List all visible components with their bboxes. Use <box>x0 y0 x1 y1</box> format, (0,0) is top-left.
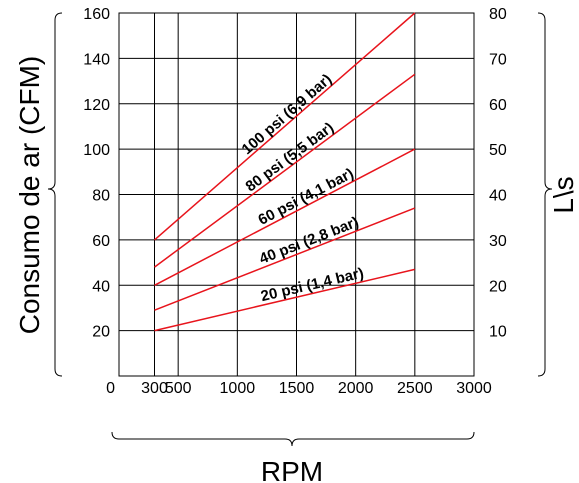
y-tick-label-left: 60 <box>92 233 110 250</box>
x-tick-label: 0 <box>106 380 115 397</box>
y-axis-title-left: Consumo de ar (CFM) <box>14 56 45 335</box>
y-tick-label-right: 40 <box>489 188 507 205</box>
x-tick-label: 2500 <box>397 380 433 397</box>
x-tick-label: 2000 <box>338 380 374 397</box>
y-tick-label-left: 40 <box>92 278 110 295</box>
series-line <box>154 73 416 268</box>
y-tick-label-right: 10 <box>489 324 507 341</box>
series-lines <box>154 12 416 332</box>
y-tick-label-left: 100 <box>83 142 110 159</box>
y-tick-label-right: 70 <box>489 51 507 68</box>
x-tick-label: 1500 <box>279 380 315 397</box>
right-axis-brace <box>537 12 553 377</box>
y-tick-label-left: 80 <box>92 188 110 205</box>
x-tick-label: 300 <box>141 380 168 397</box>
x-tick-label: 3000 <box>456 380 492 397</box>
series-line <box>154 268 415 332</box>
y-tick-label-right: 20 <box>489 278 507 295</box>
x-axis-brace <box>111 431 475 447</box>
x-tick-label: 500 <box>165 380 192 397</box>
x-axis-title: RPM <box>261 456 323 483</box>
x-tick-label: 1000 <box>220 380 256 397</box>
y-tick-label-right: 60 <box>489 97 507 114</box>
series-line <box>154 148 416 286</box>
series-line <box>154 207 416 311</box>
y-axis-title-right: L\s <box>548 176 579 213</box>
y-tick-label-right: 80 <box>489 6 507 23</box>
series-line <box>154 12 416 241</box>
y-tick-label-left: 120 <box>83 97 110 114</box>
grid <box>119 13 474 376</box>
series-label: 20 psi (1,4 bar) <box>259 265 365 306</box>
left-axis-brace <box>47 12 63 377</box>
series-label: 100 psi (6,9 bar) <box>239 71 336 158</box>
y-tick-label-right: 50 <box>489 142 507 159</box>
y-tick-label-right: 30 <box>489 233 507 250</box>
y-tick-label-left: 140 <box>83 51 110 68</box>
y-tick-label-left: 20 <box>92 324 110 341</box>
y-tick-label-left: 160 <box>83 6 110 23</box>
